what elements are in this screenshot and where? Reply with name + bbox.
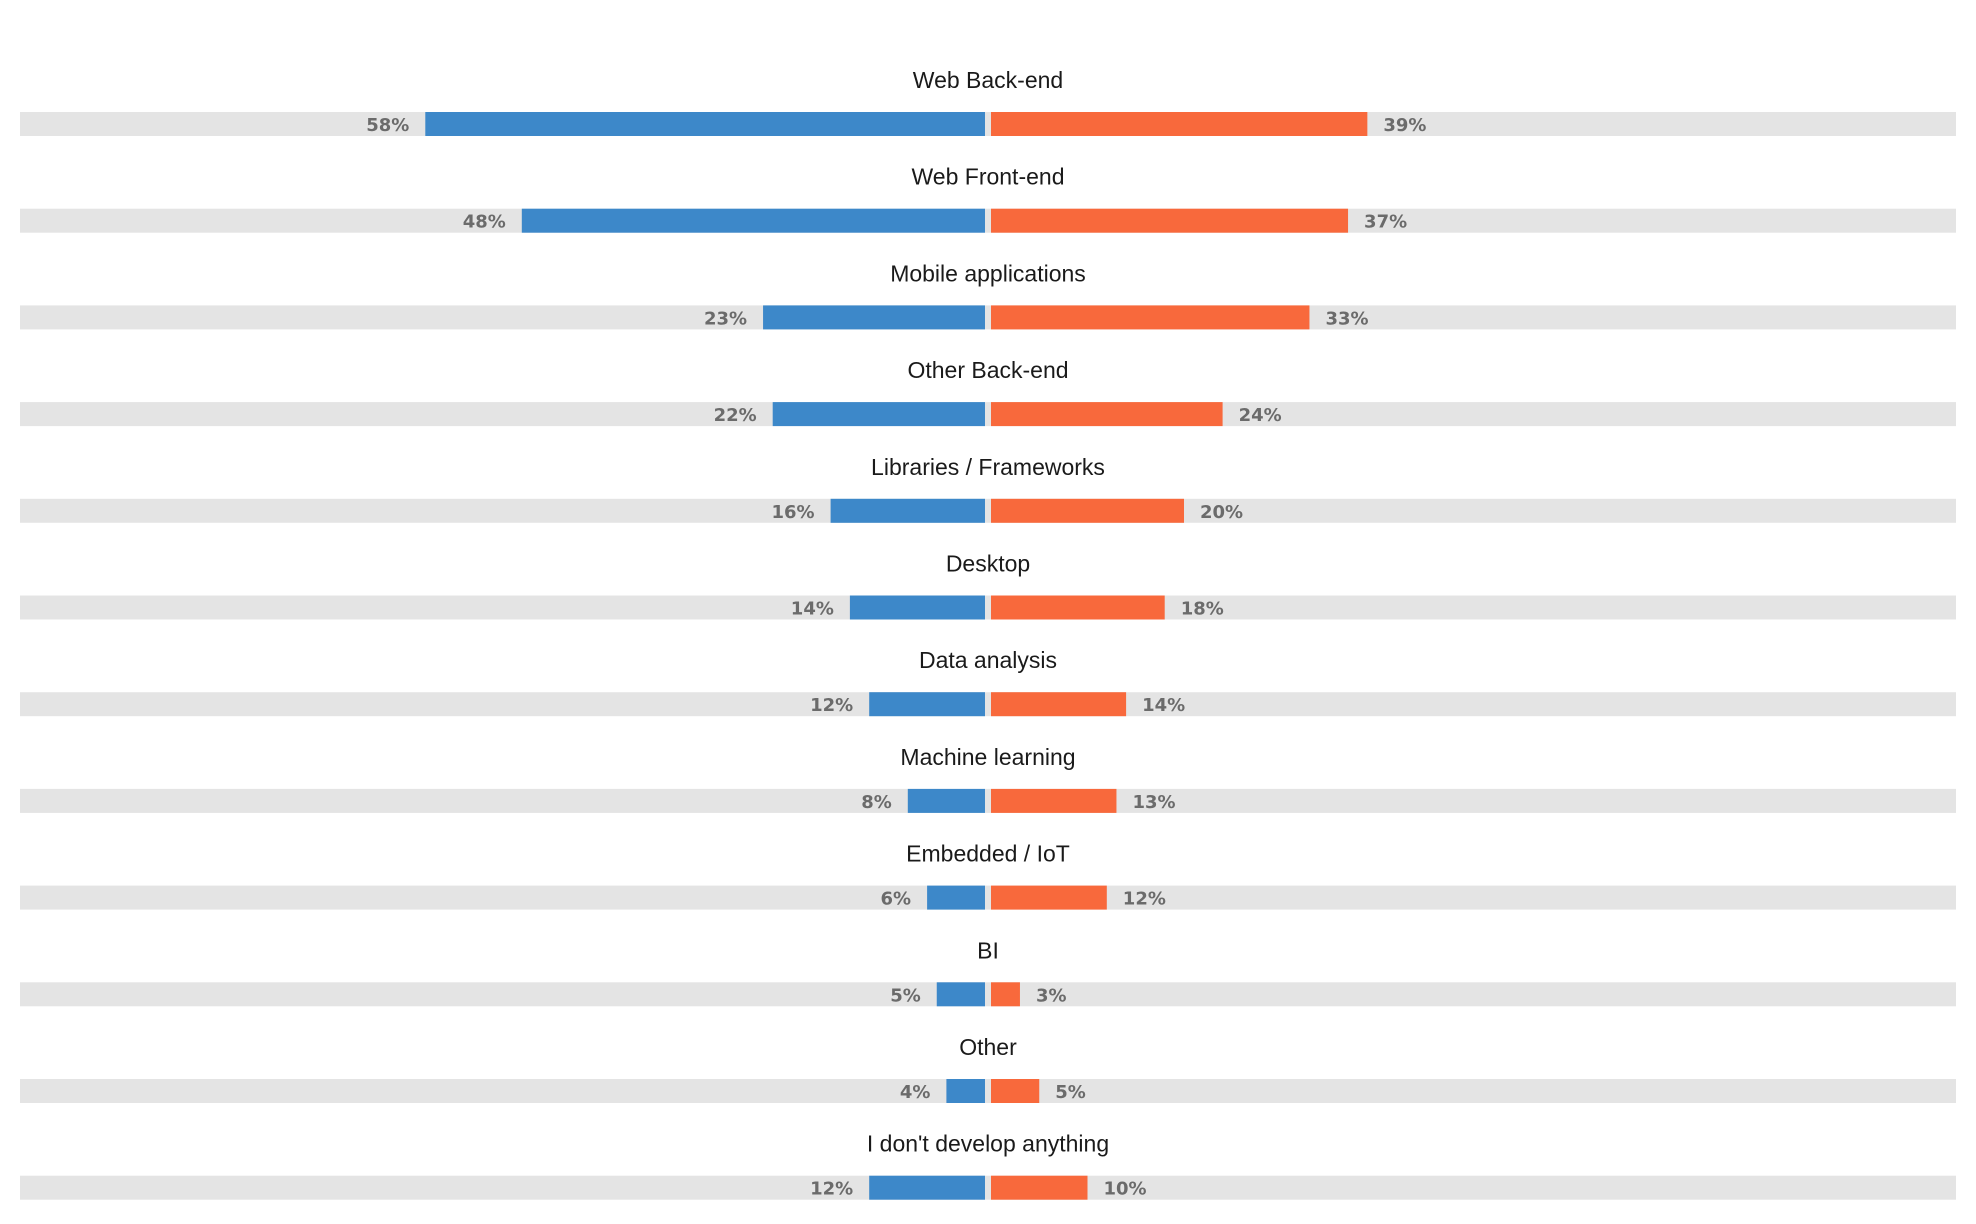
category-label: Data analysis bbox=[919, 647, 1057, 673]
right-bar bbox=[991, 1175, 1088, 1200]
bar-track bbox=[20, 498, 1956, 523]
left-bar bbox=[869, 692, 985, 717]
category-label: Embedded / IoT bbox=[906, 841, 1070, 867]
category-label: Other bbox=[959, 1034, 1017, 1060]
left-bar bbox=[763, 305, 985, 330]
left-value-label: 5% bbox=[890, 985, 921, 1006]
right-value-label: 20% bbox=[1200, 502, 1243, 523]
bar-track bbox=[20, 692, 1956, 717]
left-value-label: 22% bbox=[714, 405, 757, 426]
right-bar bbox=[991, 982, 1020, 1007]
category-label: BI bbox=[977, 937, 999, 963]
bar-track bbox=[20, 208, 1956, 233]
right-bar bbox=[991, 208, 1349, 233]
left-value-label: 23% bbox=[704, 308, 747, 329]
left-value-label: 12% bbox=[810, 1179, 853, 1200]
left-value-label: 12% bbox=[810, 695, 853, 716]
left-value-label: 8% bbox=[861, 792, 892, 813]
category-label: Web Back-end bbox=[913, 67, 1063, 93]
left-value-label: 6% bbox=[881, 889, 912, 910]
right-value-label: 12% bbox=[1123, 889, 1166, 910]
right-value-label: 5% bbox=[1055, 1082, 1086, 1103]
right-value-label: 39% bbox=[1383, 115, 1426, 136]
right-bar bbox=[991, 498, 1184, 523]
category-label: Machine learning bbox=[900, 744, 1075, 770]
right-bar bbox=[991, 112, 1368, 136]
bar-track bbox=[20, 1079, 1956, 1103]
right-bar bbox=[991, 305, 1310, 330]
category-label: Libraries / Frameworks bbox=[871, 454, 1105, 480]
bar-track bbox=[20, 595, 1956, 620]
left-bar bbox=[869, 1175, 985, 1200]
right-value-label: 3% bbox=[1036, 985, 1067, 1006]
category-label: Mobile applications bbox=[890, 260, 1086, 286]
right-bar bbox=[991, 1079, 1040, 1103]
bar-track bbox=[20, 1175, 1956, 1200]
left-bar bbox=[907, 788, 985, 813]
left-bar bbox=[830, 498, 985, 523]
left-bar bbox=[849, 595, 985, 620]
right-value-label: 10% bbox=[1104, 1179, 1147, 1200]
left-bar bbox=[772, 402, 985, 427]
category-label: Other Back-end bbox=[907, 357, 1068, 383]
left-bar bbox=[927, 885, 985, 910]
category-label: Web Front-end bbox=[912, 164, 1065, 190]
right-bar bbox=[991, 885, 1107, 910]
right-bar bbox=[991, 788, 1117, 813]
bar-track bbox=[20, 402, 1956, 427]
left-value-label: 48% bbox=[463, 212, 506, 233]
left-bar bbox=[425, 112, 985, 136]
right-bar bbox=[991, 595, 1165, 620]
bar-track bbox=[20, 305, 1956, 330]
left-bar bbox=[946, 1079, 985, 1103]
right-value-label: 33% bbox=[1325, 308, 1368, 329]
left-value-label: 58% bbox=[366, 115, 409, 136]
left-value-label: 14% bbox=[791, 599, 834, 620]
bar-track bbox=[20, 982, 1956, 1007]
right-value-label: 24% bbox=[1239, 405, 1282, 426]
category-label: Desktop bbox=[946, 551, 1030, 577]
right-bar bbox=[991, 692, 1127, 717]
left-bar bbox=[521, 208, 985, 233]
left-value-label: 16% bbox=[772, 502, 815, 523]
right-value-label: 37% bbox=[1364, 212, 1407, 233]
category-label: I don't develop anything bbox=[867, 1131, 1109, 1157]
left-bar bbox=[936, 982, 985, 1007]
bar-track bbox=[20, 885, 1956, 910]
right-value-label: 14% bbox=[1142, 695, 1185, 716]
left-value-label: 4% bbox=[900, 1082, 931, 1103]
right-value-label: 13% bbox=[1132, 792, 1175, 813]
right-bar bbox=[991, 402, 1223, 427]
bar-track bbox=[20, 788, 1956, 813]
right-value-label: 18% bbox=[1181, 599, 1224, 620]
bar-track bbox=[20, 112, 1956, 136]
